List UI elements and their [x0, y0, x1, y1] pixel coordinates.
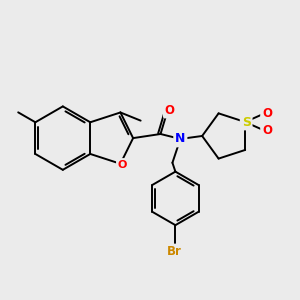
Text: O: O [165, 103, 175, 117]
Text: Br: Br [167, 245, 182, 258]
Text: N: N [175, 132, 185, 146]
Text: S: S [242, 116, 251, 128]
Text: O: O [262, 124, 272, 137]
Text: O: O [262, 106, 272, 120]
Text: O: O [118, 160, 127, 170]
